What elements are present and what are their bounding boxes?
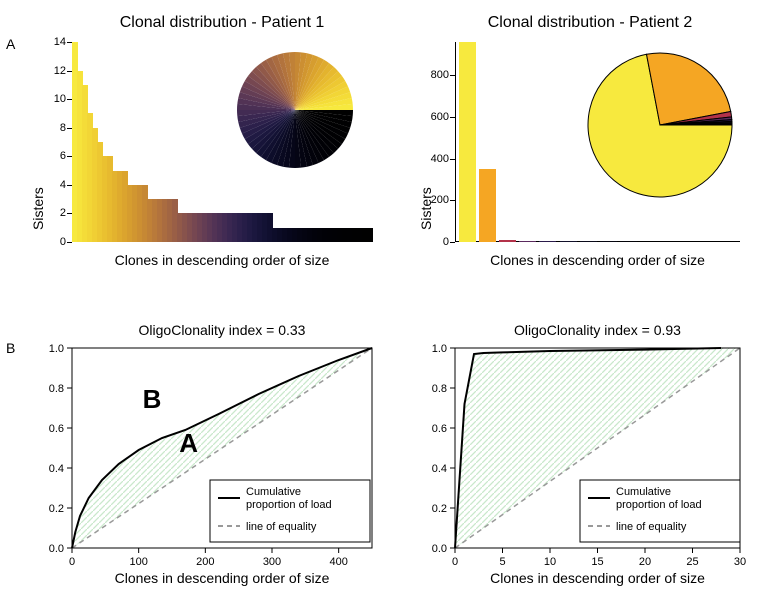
legend-text: line of equality [246, 521, 317, 533]
legend-text: line of equality [616, 521, 687, 533]
tick-label: 30 [734, 556, 746, 568]
tick-label: 400 [329, 556, 347, 568]
figure-root: A B Clonal distribution - Patient 1 Sist… [0, 0, 777, 602]
pie-top-right [586, 51, 734, 199]
tick-label: 0 [36, 236, 66, 248]
tick-label: 10 [544, 556, 556, 568]
tick-label: 300 [263, 556, 281, 568]
tick-label: 4 [36, 179, 66, 191]
tick-label: 6 [36, 150, 66, 162]
tick-label: 0.8 [432, 383, 447, 395]
bar [539, 241, 556, 242]
tick [450, 117, 455, 118]
tick-label: 0.0 [49, 543, 64, 555]
legend-text: Cumulative [246, 486, 301, 498]
subtitle-bottom-right: OligoClonality index = 0.93 [455, 322, 740, 338]
tick-label: 2 [36, 207, 66, 219]
title-top-right: Clonal distribution - Patient 2 [440, 14, 740, 32]
tick [450, 200, 455, 201]
tick-label: 1.0 [49, 343, 64, 355]
bar [600, 241, 617, 242]
title-top-left: Clonal distribution - Patient 1 [72, 14, 372, 32]
region-label: A [179, 428, 198, 458]
xlabel-bottom-right: Clones in descending order of size [455, 570, 740, 586]
bar [459, 42, 476, 242]
plot-area-bottom-left: 0 100 200 300 400 0.0 0.2 0.4 0.6 0.8 1.0 BA Cumulat… [27, 343, 387, 593]
tick-label: 800 [419, 69, 449, 81]
xlabel-bottom-left: Clones in descending order of size [72, 570, 372, 586]
bar [479, 169, 496, 242]
region-label: B [143, 384, 162, 414]
tick-label: 20 [639, 556, 651, 568]
bar [580, 241, 597, 242]
tick [450, 159, 455, 160]
bar [620, 241, 637, 242]
tick [67, 242, 72, 243]
bar [499, 240, 516, 243]
tick [450, 75, 455, 76]
tick-label: 200 [196, 556, 214, 568]
tick-label: 0.0 [432, 543, 447, 555]
tick-label: 0.4 [49, 463, 64, 475]
legend-text: proportion of load [246, 499, 332, 511]
pie-top-left [235, 50, 355, 170]
tick-label: 12 [36, 65, 66, 77]
bar [560, 241, 577, 242]
tick-label: 0 [452, 556, 458, 568]
tick-label: 200 [419, 194, 449, 206]
tick-label: 25 [686, 556, 698, 568]
tick-label: 5 [499, 556, 505, 568]
tick [450, 242, 455, 243]
tick-label: 15 [591, 556, 603, 568]
tick-label: 10 [36, 93, 66, 105]
tick-label: 0.6 [432, 423, 447, 435]
tick-label: 0 [419, 236, 449, 248]
panel-label-a: A [6, 36, 15, 52]
tick-label: 100 [129, 556, 147, 568]
tick-label: 0.6 [49, 423, 64, 435]
xlabel-top-left: Clones in descending order of size [72, 252, 372, 268]
tick-label: 0 [69, 556, 75, 568]
legend-text: proportion of load [616, 499, 702, 511]
tick-label: 0.2 [432, 503, 447, 515]
plot-area-bottom-right: 0 5 10 15 20 25 30 0.0 0.2 0.4 0.6 0.8 1.0 Cumulative… [410, 343, 755, 593]
subtitle-bottom-left: OligoClonality index = 0.33 [72, 322, 372, 338]
tick-label: 400 [419, 153, 449, 165]
tick-label: 0.8 [49, 383, 64, 395]
tick-label: 0.4 [432, 463, 447, 475]
tick-label: 0.2 [49, 503, 64, 515]
bar [519, 241, 536, 242]
legend-text: Cumulative [616, 486, 671, 498]
bar [367, 228, 373, 242]
xlabel-top-right: Clones in descending order of size [455, 252, 740, 268]
tick-label: 8 [36, 122, 66, 134]
panel-label-b: B [6, 340, 15, 356]
tick-label: 14 [36, 36, 66, 48]
tick-label: 600 [419, 111, 449, 123]
tick-label: 1.0 [432, 343, 447, 355]
